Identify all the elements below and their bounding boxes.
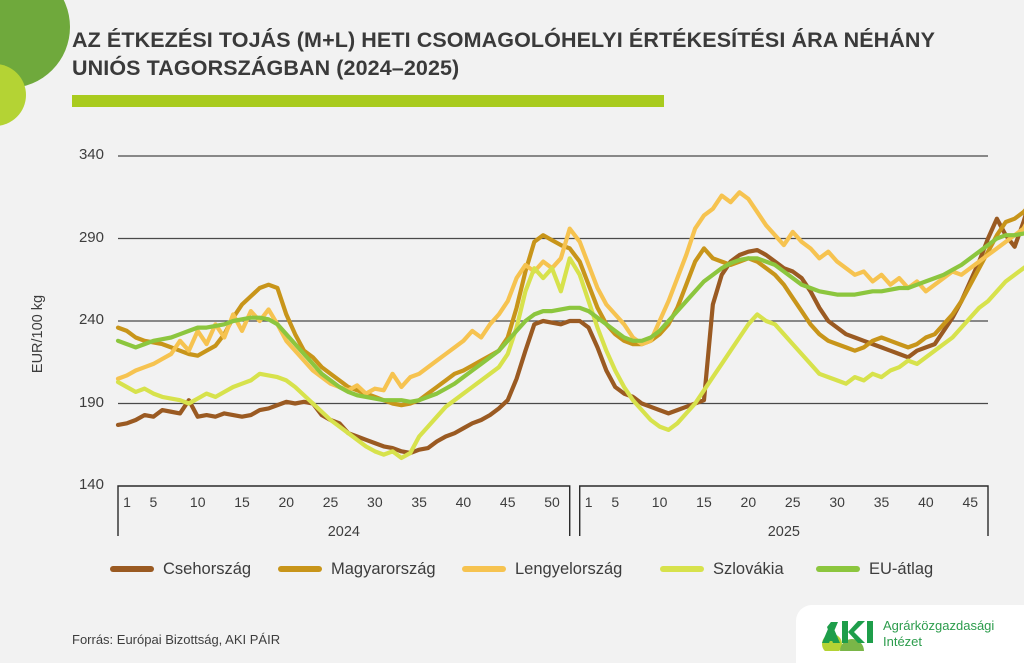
legend-item[interactable]: Szlovákia xyxy=(660,557,784,581)
legend-item[interactable]: EU-átlag xyxy=(816,557,933,581)
x-tick-label: 5 xyxy=(611,494,620,510)
x-axis-year-label: 2024 xyxy=(327,524,360,540)
x-tick-label: 15 xyxy=(696,494,712,510)
x-tick-label: 5 xyxy=(149,494,158,510)
legend-label: EU-átlag xyxy=(869,559,934,578)
aki-logo-text: Agrárközgazdasági Intézet xyxy=(883,618,994,650)
x-axis-year-label: 2025 xyxy=(767,524,800,540)
chart-area: EUR/100 kg 140 190 240 290 340 1 5 10 15 20 25 30 3… xyxy=(0,130,1024,550)
x-tick-label: 15 xyxy=(234,494,250,510)
series-line-szlov-kia xyxy=(115,256,1024,461)
x-axis-box xyxy=(117,485,571,536)
x-tick-label: 1 xyxy=(584,494,593,510)
aki-logo-icon xyxy=(818,617,874,654)
x-tick-label: 30 xyxy=(367,494,383,510)
legend-label: Csehország xyxy=(163,559,252,578)
chart-legend: Csehország Magyarország Lengyelország Szlov… xyxy=(0,555,1024,585)
source-note: Forrás: Európai Bizottság, AKI PÁIR xyxy=(72,632,281,647)
logo-line-1: Agrárközgazdasági xyxy=(883,618,995,634)
legend-swatch xyxy=(462,566,506,572)
line-plot xyxy=(115,155,1024,536)
x-tick-label: 40 xyxy=(455,494,472,510)
series-line-magyarorsz-g xyxy=(115,208,1024,408)
series-line-lengyelorsz-g xyxy=(115,190,1024,396)
logo-line-2: Intézet xyxy=(883,634,923,649)
legend-item[interactable]: Magyarország xyxy=(278,557,436,581)
x-tick-label: 10 xyxy=(189,494,206,510)
x-tick-label: 50 xyxy=(544,494,560,510)
x-tick-label: 10 xyxy=(651,494,668,510)
series-line-eu--tlag xyxy=(115,231,1024,404)
x-tick-label: 45 xyxy=(962,494,979,510)
x-tick-label: 40 xyxy=(918,494,934,510)
title-underline-bar xyxy=(72,95,664,107)
y-tick-label: 190 xyxy=(78,393,104,411)
x-tick-label: 30 xyxy=(829,494,845,510)
legend-swatch xyxy=(110,566,154,572)
x-tick-label: 20 xyxy=(278,494,295,510)
page-title: AZ ÉTKEZÉSI TOJÁS (M+L) HETI CSOMAGOLÓHE… xyxy=(72,28,935,81)
legend-swatch xyxy=(660,566,704,572)
y-tick-label: 140 xyxy=(78,476,104,493)
legend-swatch xyxy=(816,566,860,572)
y-tick-label: 240 xyxy=(78,311,104,328)
legend-label: Lengyelország xyxy=(515,559,623,578)
x-tick-label: 35 xyxy=(873,494,890,510)
legend-label: Szlovákia xyxy=(713,559,784,578)
legend-item[interactable]: Lengyelország xyxy=(462,557,622,581)
y-tick-label: 340 xyxy=(78,146,104,163)
x-tick-label: 20 xyxy=(740,494,757,510)
x-axis-box xyxy=(579,485,989,536)
series-line-csehorsz-g xyxy=(115,212,1024,456)
y-tick-label: 290 xyxy=(78,228,104,246)
x-tick-label: 25 xyxy=(322,494,339,510)
x-tick-label: 35 xyxy=(411,494,427,510)
legend-item[interactable]: Csehország xyxy=(110,557,251,581)
x-tick-label: 45 xyxy=(499,494,516,510)
x-tick-label: 25 xyxy=(784,494,801,510)
aki-logo-card: Agrárközgazdasági Intézet xyxy=(796,605,1024,663)
x-tick-label: 1 xyxy=(123,494,131,510)
legend-label: Magyarország xyxy=(331,559,436,578)
legend-swatch xyxy=(278,566,322,572)
